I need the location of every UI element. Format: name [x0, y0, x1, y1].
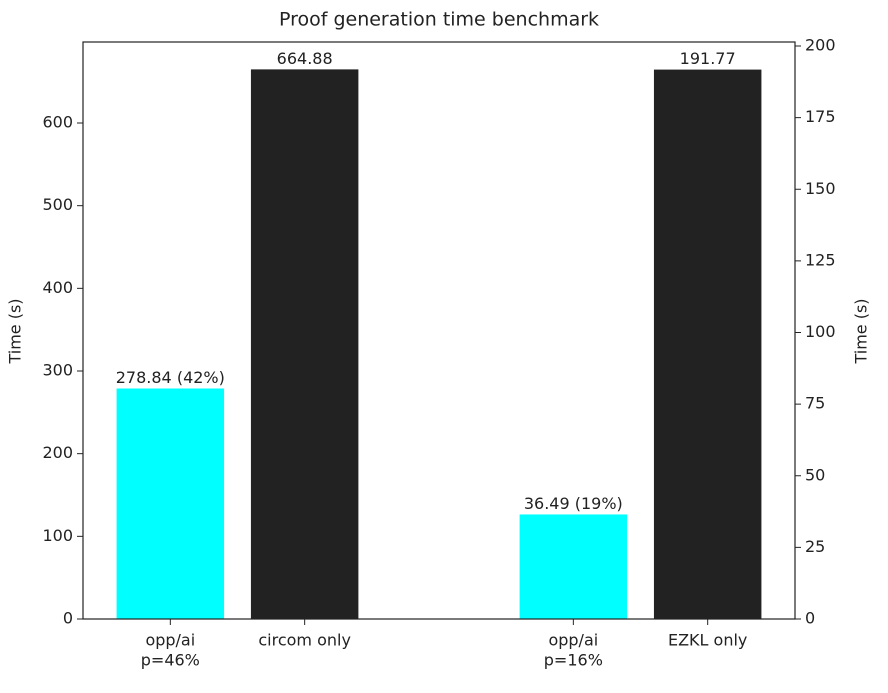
y2-tick-label: 150 — [805, 179, 836, 198]
y-tick-label: 200 — [42, 443, 73, 462]
x-tick-label: p=16% — [544, 651, 603, 670]
x-tick-label: opp/ai — [145, 631, 195, 650]
value-label: 36.49 (19%) — [524, 494, 623, 513]
y2-tick-label: 100 — [805, 322, 836, 341]
x-tick-label: EZKL only — [668, 631, 747, 650]
bar — [519, 514, 628, 619]
y2-tick-label: 175 — [805, 107, 836, 126]
x-tick-label: circom only — [258, 631, 351, 650]
value-label: 278.84 (42%) — [116, 368, 225, 387]
y2-tick-label: 75 — [805, 394, 825, 413]
bar — [250, 69, 359, 620]
y-tick-label: 100 — [42, 526, 73, 545]
y-tick-label: 600 — [42, 113, 73, 132]
y2-tick-label: 50 — [805, 465, 825, 484]
value-label: 191.77 — [680, 49, 736, 68]
y-axis-label: Time (s) — [6, 298, 25, 364]
x-tick-label: opp/ai — [548, 631, 598, 650]
y-tick-label: 300 — [42, 361, 73, 380]
y2-tick-label: 0 — [805, 609, 815, 628]
y-tick-label: 400 — [42, 278, 73, 297]
x-tick-label: p=46% — [141, 651, 200, 670]
y2-axis-label: Time (s) — [852, 298, 871, 364]
plot-frame — [82, 41, 796, 620]
value-label: 664.88 — [277, 49, 333, 68]
y-tick-label: 500 — [42, 195, 73, 214]
bar — [116, 388, 225, 619]
y2-tick-label: 125 — [805, 250, 836, 269]
y2-tick-label: 200 — [805, 36, 836, 55]
bar — [653, 69, 762, 620]
y-tick-label: 0 — [63, 609, 73, 628]
y2-tick-label: 25 — [805, 537, 825, 556]
chart-title: Proof generation time benchmark — [279, 9, 599, 31]
